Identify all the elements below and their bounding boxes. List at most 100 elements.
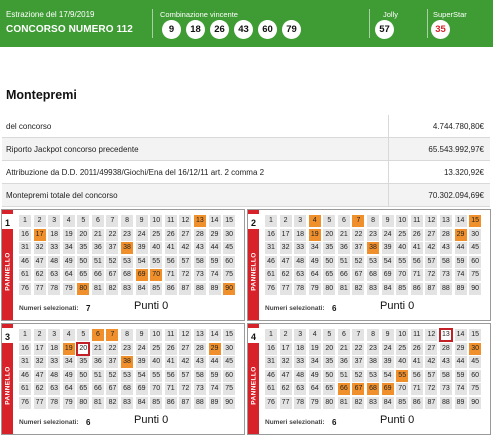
number-cell[interactable]: 46 [19, 255, 31, 268]
number-cell[interactable]: 28 [439, 342, 452, 355]
number-cell[interactable]: 8 [367, 215, 380, 227]
number-cell[interactable]: 50 [77, 369, 90, 382]
number-cell[interactable]: 62 [33, 269, 46, 282]
number-cell[interactable]: 70 [396, 383, 409, 396]
number-cell[interactable]: 59 [208, 369, 221, 382]
number-cell[interactable]: 39 [381, 242, 394, 255]
number-cell[interactable]: 65 [77, 383, 90, 396]
number-cell[interactable]: 43 [439, 356, 452, 369]
number-cell[interactable]: 73 [439, 383, 452, 396]
number-cell[interactable]: 88 [439, 396, 452, 409]
number-cell[interactable]: 34 [308, 242, 321, 255]
number-cell[interactable]: 59 [208, 255, 221, 268]
number-cell[interactable]: 15 [223, 215, 236, 227]
number-cell[interactable]: 84 [381, 396, 394, 409]
number-cell[interactable]: 34 [308, 356, 321, 369]
number-cell[interactable]: 4 [62, 215, 75, 227]
number-cell[interactable]: 63 [48, 383, 61, 396]
number-cell[interactable]: 18 [48, 342, 61, 355]
number-cell[interactable]: 81 [91, 396, 104, 409]
number-cell[interactable]: 9 [135, 215, 148, 227]
number-cell[interactable]: 26 [164, 342, 177, 355]
number-cell[interactable]: 17 [279, 342, 292, 355]
number-cell[interactable]: 25 [396, 228, 409, 241]
number-cell[interactable]: 21 [337, 342, 350, 355]
number-cell[interactable]: 46 [265, 255, 277, 268]
number-cell[interactable]: 3 [294, 329, 307, 341]
number-cell[interactable]: 88 [193, 282, 206, 295]
number-cell[interactable]: 74 [454, 383, 467, 396]
number-cell[interactable]: 57 [425, 255, 438, 268]
number-cell[interactable]: 48 [48, 255, 61, 268]
number-cell[interactable]: 31 [19, 356, 31, 369]
number-cell[interactable]: 20 [76, 341, 91, 356]
number-cell[interactable]: 4 [62, 329, 75, 341]
number-cell[interactable]: 12 [179, 215, 192, 227]
number-cell[interactable]: 43 [193, 356, 206, 369]
number-cell[interactable]: 24 [135, 228, 148, 241]
number-cell[interactable]: 88 [193, 396, 206, 409]
number-cell[interactable]: 52 [352, 255, 365, 268]
number-cell[interactable]: 19 [62, 228, 75, 241]
number-cell[interactable]: 37 [106, 242, 119, 255]
number-cell[interactable]: 12 [425, 215, 438, 227]
number-cell[interactable]: 7 [106, 329, 119, 341]
number-cell[interactable]: 20 [77, 228, 90, 241]
number-cell[interactable]: 11 [164, 329, 177, 341]
number-cell[interactable]: 21 [91, 342, 104, 355]
number-cell[interactable]: 31 [265, 242, 277, 255]
number-cell[interactable]: 63 [294, 269, 307, 282]
number-cell[interactable]: 32 [279, 242, 292, 255]
number-cell[interactable]: 74 [208, 383, 221, 396]
number-cell[interactable]: 50 [77, 255, 90, 268]
number-cell[interactable]: 50 [323, 255, 336, 268]
number-cell[interactable]: 10 [150, 215, 163, 227]
number-cell[interactable]: 52 [106, 255, 119, 268]
number-cell[interactable]: 67 [106, 383, 119, 396]
number-cell[interactable]: 49 [62, 255, 75, 268]
number-cell[interactable]: 38 [121, 356, 134, 369]
number-cell[interactable]: 35 [323, 242, 336, 255]
number-cell[interactable]: 27 [179, 228, 192, 241]
number-cell[interactable]: 80 [323, 396, 336, 409]
number-cell[interactable]: 61 [265, 383, 277, 396]
number-cell[interactable]: 44 [454, 356, 467, 369]
number-cell[interactable]: 80 [77, 396, 90, 409]
number-cell[interactable]: 75 [223, 269, 236, 282]
number-cell[interactable]: 59 [454, 255, 467, 268]
number-cell[interactable]: 87 [425, 396, 438, 409]
number-cell[interactable]: 86 [410, 396, 423, 409]
number-cell[interactable]: 61 [19, 383, 31, 396]
number-cell[interactable]: 77 [279, 282, 292, 295]
number-cell[interactable]: 47 [279, 369, 292, 382]
number-cell[interactable]: 46 [19, 369, 31, 382]
number-cell[interactable]: 29 [208, 228, 221, 241]
number-cell[interactable]: 40 [150, 242, 163, 255]
number-cell[interactable]: 18 [294, 342, 307, 355]
number-cell[interactable]: 54 [381, 369, 394, 382]
number-cell[interactable]: 45 [469, 356, 482, 369]
number-cell[interactable]: 85 [150, 396, 163, 409]
number-cell[interactable]: 31 [19, 242, 31, 255]
number-cell[interactable]: 64 [308, 383, 321, 396]
number-cell[interactable]: 81 [337, 396, 350, 409]
number-cell[interactable]: 65 [77, 269, 90, 282]
number-cell[interactable]: 2 [279, 329, 292, 341]
number-cell[interactable]: 78 [48, 396, 61, 409]
number-cell[interactable]: 50 [323, 369, 336, 382]
number-cell[interactable]: 78 [294, 282, 307, 295]
number-cell[interactable]: 3 [294, 215, 307, 227]
number-cell[interactable]: 23 [121, 228, 134, 241]
number-cell[interactable]: 74 [454, 269, 467, 282]
number-cell[interactable]: 2 [33, 215, 46, 227]
number-cell[interactable]: 75 [469, 269, 482, 282]
number-cell[interactable]: 24 [135, 342, 148, 355]
number-cell[interactable]: 84 [381, 282, 394, 295]
number-cell[interactable]: 86 [164, 396, 177, 409]
number-cell[interactable]: 54 [135, 369, 148, 382]
number-cell[interactable]: 36 [91, 356, 104, 369]
number-cell[interactable]: 18 [294, 228, 307, 241]
number-cell[interactable]: 72 [425, 269, 438, 282]
number-cell[interactable]: 72 [179, 383, 192, 396]
number-cell[interactable]: 22 [106, 342, 119, 355]
